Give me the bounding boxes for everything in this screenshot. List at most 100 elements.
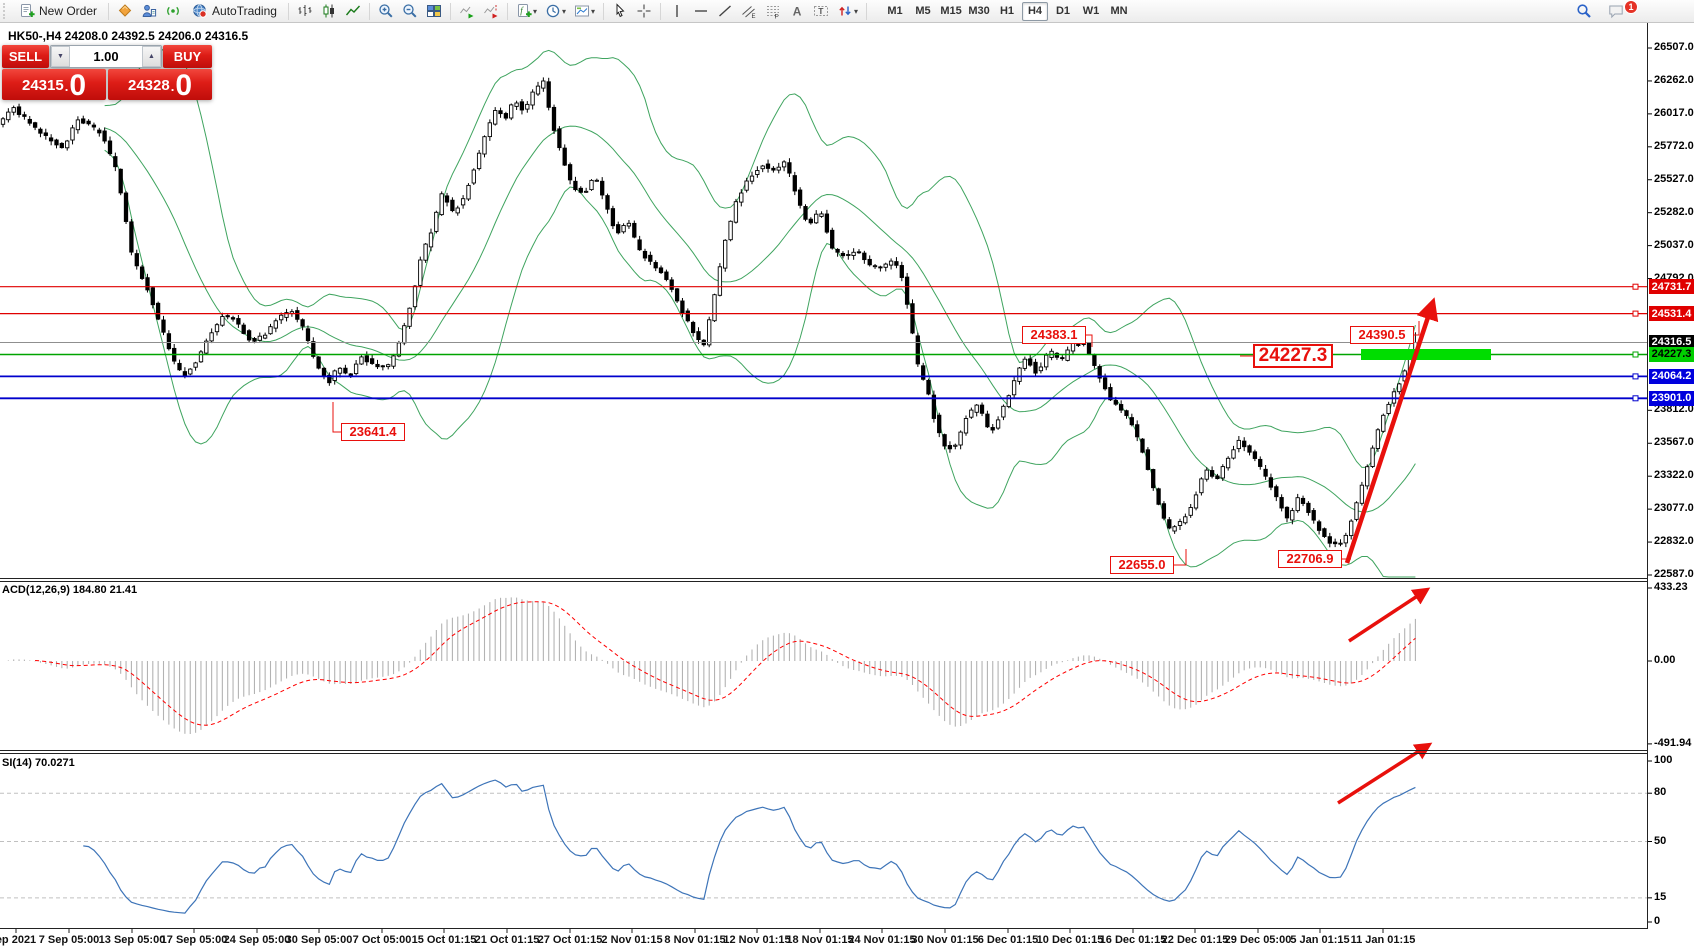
- dropdown-caret-icon[interactable]: ▾: [590, 6, 595, 16]
- auto-scroll-button[interactable]: [455, 1, 479, 21]
- horizontal-line-tool[interactable]: [689, 1, 713, 21]
- buy-price-display[interactable]: 24328 . 0: [108, 69, 212, 101]
- macd-indicator-label: ACD(12,26,9) 184.80 21.41: [2, 584, 138, 596]
- volume-value[interactable]: 1.00: [93, 49, 119, 64]
- drawing-objects[interactable]: [1337, 297, 1491, 805]
- text-tool[interactable]: A: [785, 1, 809, 21]
- autotrading-globe-icon: [193, 4, 207, 18]
- deposit-gold-button[interactable]: [113, 1, 137, 21]
- periods-button[interactable]: ▾: [541, 1, 570, 21]
- text-label-tool[interactable]: T: [809, 1, 833, 21]
- buy-button[interactable]: BUY: [163, 45, 212, 68]
- volume-increase-button[interactable]: ▲: [142, 46, 161, 67]
- toolbar: New Order: [0, 0, 1694, 23]
- search-button[interactable]: [1572, 1, 1596, 21]
- zoom-out-button[interactable]: [398, 1, 422, 21]
- timeframe-button-m1[interactable]: M1: [887, 5, 903, 17]
- one-click-trading-panel: SELL ▼ 1.00 ▲ BUY 24315 . 0 24328 . 0: [2, 45, 212, 102]
- chat-bubble-icon: [1609, 5, 1623, 19]
- timeframe-button-d1[interactable]: D1: [1055, 5, 1071, 17]
- svg-text:f: f: [520, 6, 524, 16]
- timeframe-button-h1[interactable]: H1: [999, 5, 1015, 17]
- timeframe-button-m5[interactable]: M5: [915, 5, 931, 17]
- svg-text:T: T: [818, 6, 824, 16]
- fibonacci-icon: F: [767, 6, 779, 19]
- signals-button[interactable]: [161, 1, 185, 21]
- bollinger-bands: [104, 47, 1416, 578]
- trendline-icon: [719, 5, 731, 17]
- candles[interactable]: [0, 77, 1418, 548]
- zoom-in-button[interactable]: [374, 1, 398, 21]
- arrows-tool[interactable]: ▾: [833, 1, 862, 21]
- cursor-button[interactable]: [608, 1, 632, 21]
- trend-arrow-rsi[interactable]: [1337, 742, 1433, 805]
- gold-icon: [118, 4, 132, 17]
- autotrading-button[interactable]: AutoTrading: [185, 1, 284, 21]
- timeframe-button-w1[interactable]: W1: [1082, 5, 1100, 17]
- new-order-label: New Order: [39, 4, 98, 18]
- dropdown-caret-icon[interactable]: ▾: [854, 6, 859, 16]
- separator: [660, 2, 661, 20]
- auto-scroll-icon: [460, 6, 474, 19]
- buy-price-main: 24328: [127, 77, 170, 94]
- toolbar-right: 1: [1572, 0, 1694, 21]
- line-chart-icon: [345, 5, 360, 16]
- highlight-zone[interactable]: [1361, 349, 1491, 360]
- crosshair-button[interactable]: [632, 1, 656, 21]
- timeframe-button-m30[interactable]: M30: [968, 5, 990, 17]
- partner-button[interactable]: [137, 1, 161, 21]
- chart-title: HK50-,H4 24208.0 24392.5 24206.0 24316.5: [8, 29, 249, 43]
- new-order-button[interactable]: New Order: [12, 1, 104, 21]
- rsi-indicator-label: SI(14) 70.0271: [2, 757, 75, 769]
- text-label-icon: T: [814, 6, 828, 16]
- timeframe-button-mn[interactable]: MN: [1110, 5, 1128, 17]
- equidistant-channel-icon: E: [742, 6, 756, 19]
- notifications-button[interactable]: [1604, 1, 1628, 21]
- indicators-button[interactable]: f ▾: [512, 1, 541, 21]
- svg-text:A: A: [793, 5, 802, 19]
- crosshair-icon: [637, 4, 651, 18]
- vertical-line-tool[interactable]: [665, 1, 689, 21]
- cursor-icon: [616, 3, 625, 18]
- arrows-tool-icon: [839, 6, 851, 16]
- channel-tool[interactable]: E: [737, 1, 761, 21]
- macd-histogram: [7, 597, 1416, 734]
- indicator-lines: [35, 601, 1416, 914]
- candlestick-chart-button[interactable]: [317, 1, 341, 21]
- tile-windows-button[interactable]: [422, 1, 446, 21]
- timeframe-button-m15[interactable]: M15: [940, 5, 962, 17]
- sell-price-main: 24315: [21, 77, 64, 94]
- trendline-tool[interactable]: [713, 1, 737, 21]
- templates-button[interactable]: ▾: [570, 1, 599, 21]
- bar-chart-button[interactable]: [293, 1, 317, 21]
- signal-icon: [167, 6, 179, 16]
- zoom-in-icon: [379, 4, 393, 18]
- clock-icon: [546, 4, 560, 18]
- chart-shift-icon: [484, 5, 498, 19]
- sell-price-display[interactable]: 24315 . 0: [2, 69, 106, 102]
- annotation-connectors: [332, 321, 1420, 566]
- trend-arrow-macd[interactable]: [1348, 587, 1431, 643]
- autotrading-label: AutoTrading: [212, 4, 277, 18]
- chart-shift-button[interactable]: [479, 1, 503, 21]
- search-icon: [1577, 4, 1591, 18]
- separator: [368, 2, 370, 20]
- sell-button[interactable]: SELL: [2, 45, 49, 68]
- line-chart-button[interactable]: [341, 1, 365, 21]
- volume-stepper: ▼ 1.00 ▲: [50, 45, 162, 68]
- separator: [449, 2, 451, 20]
- separator: [287, 2, 289, 20]
- volume-decrease-button[interactable]: ▼: [51, 46, 70, 67]
- fibonacci-tool[interactable]: F: [761, 1, 785, 21]
- timeframe-button-h4[interactable]: H4: [1022, 1, 1049, 21]
- dropdown-caret-icon[interactable]: ▾: [561, 6, 566, 16]
- zoom-out-icon: [403, 4, 417, 18]
- sell-price-pips: 0: [69, 69, 87, 102]
- separator: [506, 2, 508, 20]
- dropdown-caret-icon[interactable]: ▾: [532, 6, 537, 16]
- template-icon: [574, 5, 589, 17]
- timeframe-toolbar: M1 M5 M15 M30 H1 H4 D1 W1 MN: [881, 1, 1133, 21]
- trend-arrow-main[interactable]: [1344, 297, 1439, 564]
- rsi-level-lines: [0, 792, 1647, 899]
